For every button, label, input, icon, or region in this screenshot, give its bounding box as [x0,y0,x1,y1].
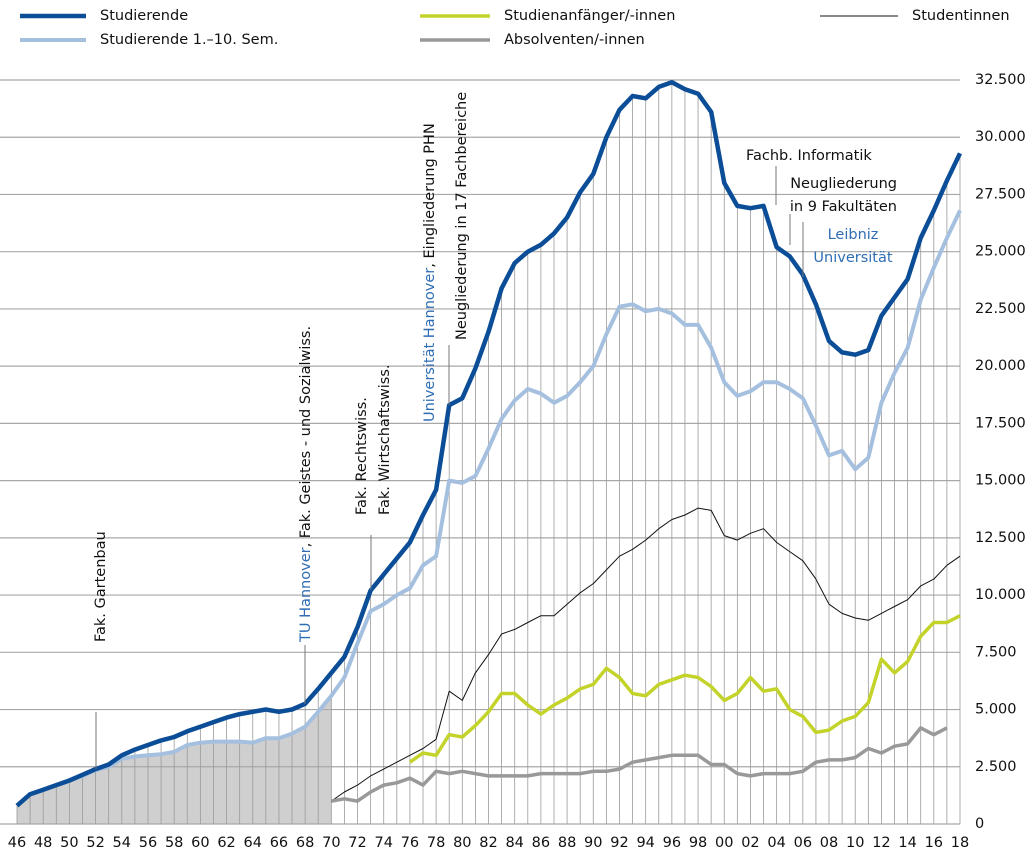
x-tick-label: 48 [34,835,52,851]
x-tick-label: 98 [689,835,707,851]
x-tick-label: 16 [925,835,943,851]
background-layer [0,79,961,825]
x-tick-label: 52 [86,835,104,851]
y-tick-label: 32.500 [975,72,1026,88]
y-tick-label: 7.500 [975,644,1017,660]
y-tick-label: 17.500 [975,415,1026,431]
series-line [15,209,962,808]
y-tick-label: 12.500 [975,530,1026,546]
annotation-part: , Fak. Geistes - und Sozialwiss. [298,326,314,548]
x-tick-label: 74 [374,835,392,851]
y-tick-label: 5.000 [975,702,1017,718]
series-line [330,726,948,803]
legend-label: Absolventen/-innen [504,32,645,48]
x-tick-label: 86 [532,835,550,851]
y-tick-label: 20.000 [975,358,1026,374]
annotation: Universität Hannover, Eingliederung PHN [422,123,438,422]
annotation-part: Universität Hannover [422,268,438,422]
annotations: Fak. Gartenbau TU Hannover, Fak. Geistes… [93,92,897,769]
legend-label: Studierende [100,8,188,24]
series-line [408,614,961,764]
annotation: Fak. Wirtschaftswiss. [377,364,393,515]
y-tick-label: 10.000 [975,587,1026,603]
x-tick-label: 76 [401,835,419,851]
x-tick-label: 50 [60,835,78,851]
x-tick-label: 72 [348,835,366,851]
x-tick-label: 68 [296,835,314,851]
y-tick-label: 27.500 [975,186,1026,202]
x-tick-label: 80 [453,835,471,851]
annotation-part: , Eingliederung PHN [422,123,438,268]
series-line [331,507,961,802]
x-tick-label: 60 [191,835,209,851]
annotation: Leibniz [828,227,879,243]
annotation: TU Hannover, Fak. Geistes - und Sozialwi… [298,326,314,643]
x-tick-label: 64 [244,835,262,851]
y-tick-label: 25.000 [975,244,1026,260]
x-tick-label: 10 [846,835,864,851]
x-tick-label: 94 [636,835,654,851]
annotation: Universität [813,250,892,266]
x-tick-label: 46 [8,835,26,851]
x-tick-label: 02 [741,835,759,851]
x-tick-label: 18 [951,835,969,851]
x-tick-label: 88 [558,835,576,851]
legend-label: Studienanfänger/-innen [504,8,675,24]
y-tick-label: 22.500 [975,301,1026,317]
annotation-part: TU Hannover [298,547,314,643]
x-tick-label: 62 [217,835,235,851]
annotation: Fak. Gartenbau [93,531,109,642]
annotation: Fak. Rechtswiss. [354,397,370,515]
x-tick-label: 70 [322,835,340,851]
y-tick-label: 0 [975,816,984,832]
x-tick-label: 78 [427,835,445,851]
x-tick-label: 12 [872,835,890,851]
x-tick-label: 90 [584,835,602,851]
y-tick-label: 30.000 [975,129,1026,145]
x-tick-label: 06 [794,835,812,851]
x-tick-label: 82 [479,835,497,851]
x-tick-label: 04 [767,835,785,851]
x-tick-label: 54 [113,835,131,851]
x-tick-label: 14 [898,835,916,851]
x-tick-label: 00 [715,835,733,851]
annotation: in 9 Fakultäten [790,199,897,215]
annotation: Fachb. Informatik [746,148,872,164]
x-tick-label: 58 [165,835,183,851]
y-tick-label: 15.000 [975,473,1026,489]
x-tick-label: 96 [663,835,681,851]
annotation: Neugliederung in 17 Fachbereiche [454,92,470,340]
x-tick-label: 84 [505,835,523,851]
x-tick-label: 08 [820,835,838,851]
x-tick-label: 56 [139,835,157,851]
y-tick-label: 2.500 [975,759,1017,775]
x-tick-label: 92 [610,835,628,851]
annotation: Neugliederung [790,176,897,192]
legend-label: Studierende 1.–10. Sem. [100,32,278,48]
x-tick-label: 66 [270,835,288,851]
legend-label: Studentinnen [912,8,1010,24]
